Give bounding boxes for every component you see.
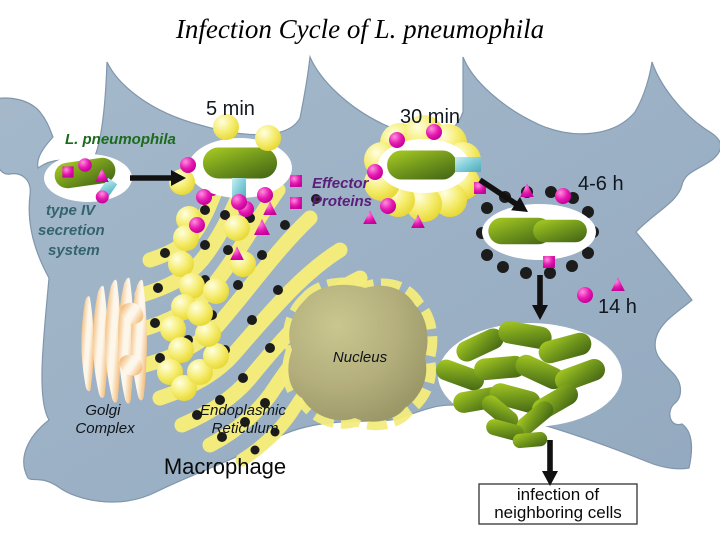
svg-text:30 min: 30 min <box>400 106 460 128</box>
svg-text:L. pneumophila: L. pneumophila <box>65 131 176 148</box>
svg-text:Macrophage: Macrophage <box>164 454 286 479</box>
svg-text:Effector Proteins: Effector Proteins <box>312 175 373 210</box>
svg-text:Nucleus: Nucleus <box>333 349 388 366</box>
svg-text:type IV secretion: type IV secretion system <box>38 202 109 259</box>
svg-text:neighboring cells: neighboring cells <box>494 503 622 522</box>
svg-text:4-6 h: 4-6 h <box>578 173 624 195</box>
svg-text:14 h: 14 h <box>598 296 637 318</box>
svg-text:infection of: infection of <box>517 485 599 504</box>
svg-text:5 min: 5 min <box>206 98 255 120</box>
svg-text:Endoplasmic Reticulum: Endoplasmic Reticulum <box>200 402 290 437</box>
